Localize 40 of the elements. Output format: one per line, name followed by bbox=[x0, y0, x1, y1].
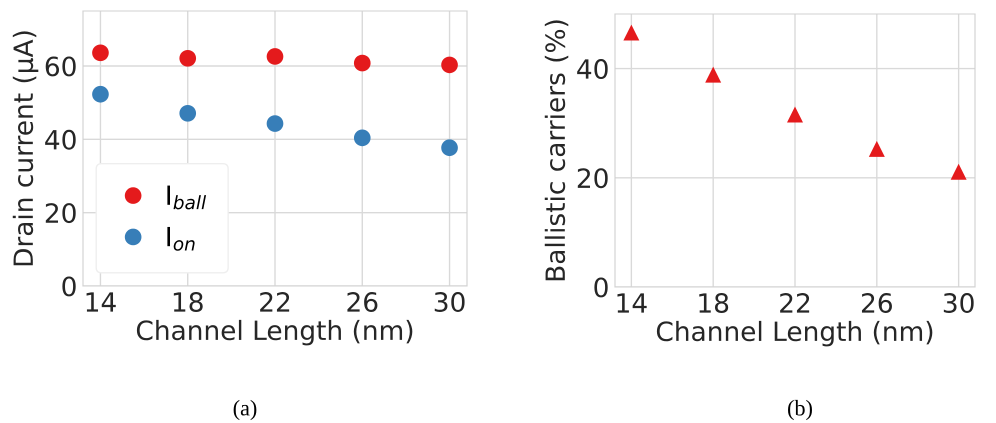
x-tick-label: 30 bbox=[434, 292, 465, 312]
point bbox=[950, 164, 967, 180]
x-tick-label: 26 bbox=[862, 293, 892, 313]
text: (b) bbox=[788, 400, 812, 420]
y-tick-label: 40 bbox=[45, 130, 76, 150]
y-tick-label: 0 bbox=[594, 277, 608, 298]
point bbox=[787, 106, 803, 122]
y-tick-label: 40 bbox=[577, 59, 608, 79]
point bbox=[354, 130, 371, 146]
point bbox=[868, 140, 885, 157]
point bbox=[441, 56, 458, 74]
point bbox=[92, 44, 109, 62]
y-axis-title: Drain current (μA) bbox=[12, 31, 38, 266]
x-tick-label: 14 bbox=[86, 292, 116, 312]
x-tick-label: 14 bbox=[617, 293, 647, 313]
x-tick-label: 26 bbox=[347, 292, 378, 312]
x-tick-label: 30 bbox=[944, 293, 974, 313]
point bbox=[179, 50, 196, 67]
x-axis-title: Channel Length (nm) bbox=[136, 320, 412, 346]
point bbox=[623, 24, 640, 41]
point bbox=[266, 48, 284, 65]
x-tick-label: 18 bbox=[699, 293, 728, 313]
x-tick-label: 18 bbox=[174, 292, 203, 312]
point bbox=[441, 139, 458, 156]
y-axis-title: Ballistic carriers (%) bbox=[544, 20, 568, 280]
x-tick-label: 22 bbox=[780, 293, 810, 313]
point bbox=[179, 104, 196, 122]
point bbox=[266, 115, 284, 132]
point bbox=[92, 86, 109, 103]
y-tick-label: 0 bbox=[62, 276, 76, 296]
x-axis-title: Channel Length (nm) bbox=[656, 320, 932, 346]
y-tick-label: 60 bbox=[46, 56, 76, 76]
legend-label: I$_{on}$ bbox=[167, 226, 195, 251]
y-tick-label: 20 bbox=[46, 203, 76, 224]
point bbox=[354, 54, 371, 72]
text: (a) bbox=[234, 400, 256, 420]
y-tick-label: 20 bbox=[578, 168, 608, 188]
x-tick-label: 22 bbox=[260, 292, 290, 312]
point bbox=[705, 66, 722, 83]
legend-label: I$_{ball}$ bbox=[167, 186, 206, 210]
